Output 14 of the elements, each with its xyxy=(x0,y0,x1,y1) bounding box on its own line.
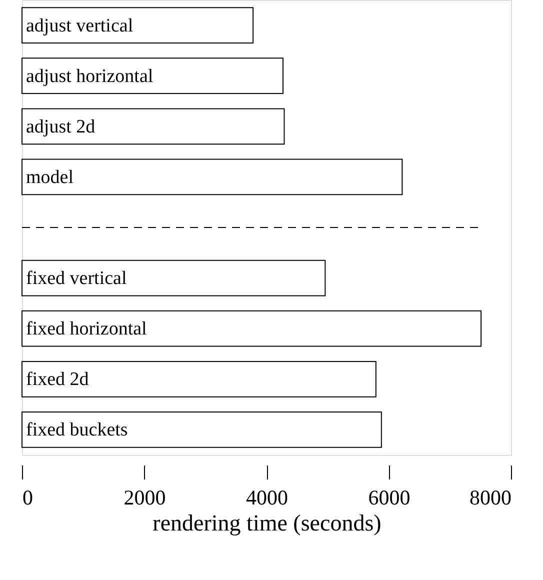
y-tick-label: model xyxy=(26,166,74,188)
x-tick-label: 0 xyxy=(22,486,33,510)
y-tick-label: fixed 2d xyxy=(26,369,90,390)
y-tick-label: fixed buckets xyxy=(26,420,128,441)
x-tick-label: 2000 xyxy=(124,486,166,510)
y-tick-label: adjust horizontal xyxy=(26,66,154,87)
y-tick-label: fixed horizontal xyxy=(26,318,147,340)
y-tick-label: adjust vertical xyxy=(26,15,134,36)
x-axis-title: rendering time (seconds) xyxy=(152,510,382,536)
y-tick-label: fixed vertical xyxy=(26,268,127,290)
y-tick-label: adjust 2d xyxy=(26,116,96,138)
x-tick-label: 4000 xyxy=(246,486,288,510)
x-tick-label: 6000 xyxy=(368,486,410,510)
x-tick-label: 8000 xyxy=(470,486,512,510)
